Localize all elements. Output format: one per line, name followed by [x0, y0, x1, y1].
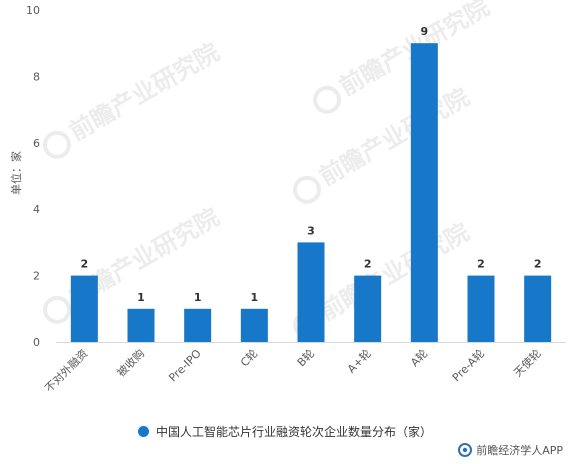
x-tick-label: B轮: [294, 346, 317, 369]
y-tick-label: 2: [33, 270, 40, 283]
bar: [467, 275, 495, 342]
watermark-logo: [313, 85, 341, 114]
legend-label: 中国人工智能芯片行业融资轮次企业数量分布（家）: [156, 424, 433, 439]
y-tick-label: 8: [33, 70, 40, 83]
bar: [297, 242, 325, 342]
x-tick-label: Pre-A轮: [449, 346, 487, 384]
x-tick-label: Pre-IPO: [166, 347, 204, 385]
x-tick-label: 不对外融资: [42, 346, 91, 395]
data-label: 1: [251, 291, 259, 304]
x-tick-label: 被收购: [114, 346, 147, 379]
watermark: 前瞻产业研究院: [43, 203, 224, 324]
data-label: 2: [364, 258, 372, 271]
data-label: 3: [307, 224, 315, 237]
watermark-text: 前瞻产业研究院: [315, 218, 474, 326]
source-brand: 前瞻经济学人APP: [458, 442, 563, 458]
data-label: 9: [421, 25, 429, 38]
x-tick-label: 天使轮: [511, 346, 544, 379]
y-tick-label: 4: [33, 203, 40, 216]
data-label: 2: [81, 258, 89, 271]
data-label: 2: [534, 258, 542, 271]
bar: [410, 43, 438, 342]
bar: [524, 275, 552, 342]
legend-marker: [138, 425, 149, 437]
bar: [354, 275, 382, 342]
y-tick-label: 0: [33, 336, 40, 349]
watermark-logo: [43, 130, 71, 159]
bar: [184, 308, 212, 342]
bar: [240, 308, 268, 342]
source-text: 前瞻经济学人APP: [476, 444, 563, 457]
legend: 中国人工智能芯片行业融资轮次企业数量分布（家）: [138, 423, 432, 439]
watermark-logo: [293, 175, 321, 204]
x-tick-label: C轮: [237, 346, 260, 369]
brand-logo-icon: [458, 443, 473, 457]
y-tick-label: 10: [26, 4, 40, 17]
y-axis-label: 单位：家: [10, 151, 23, 195]
watermark: 前瞻产业研究院: [43, 38, 224, 159]
watermark-logo: [43, 295, 71, 324]
data-label: 1: [137, 291, 145, 304]
y-tick-label: 6: [33, 137, 40, 150]
bar: [127, 308, 155, 342]
bar: [70, 275, 98, 342]
x-tick-label: A轮: [407, 346, 430, 369]
data-label: 2: [477, 258, 485, 271]
watermark-text: 前瞻产业研究院: [65, 38, 224, 146]
data-label: 1: [194, 291, 202, 304]
x-tick-label: A+轮: [344, 346, 374, 376]
